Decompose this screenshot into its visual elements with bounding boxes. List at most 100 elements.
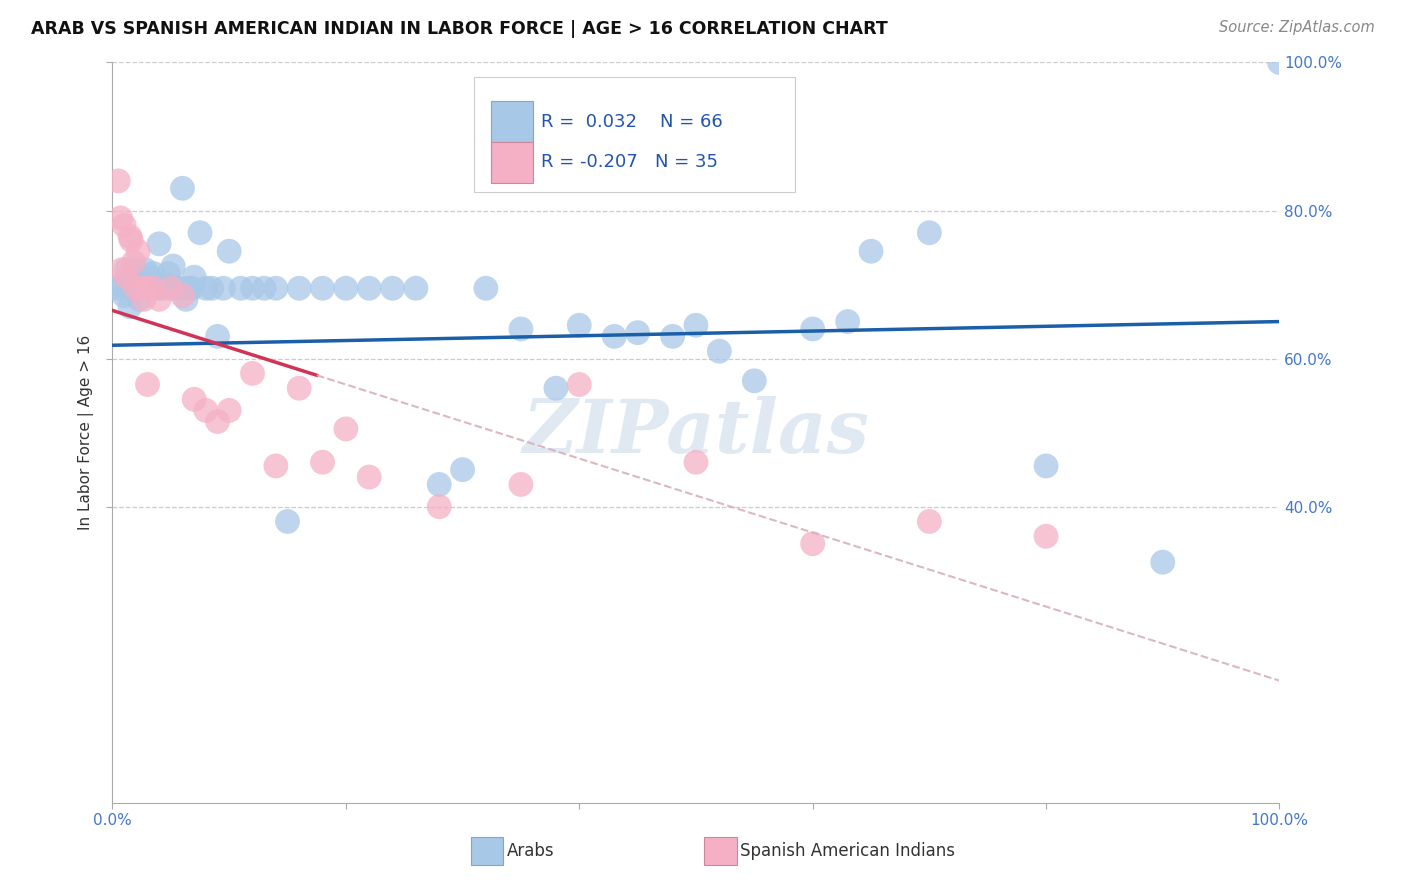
Point <box>603 329 626 343</box>
Point <box>860 244 883 259</box>
Point <box>264 281 287 295</box>
Point <box>661 329 683 343</box>
Point <box>111 262 134 277</box>
Point <box>188 226 211 240</box>
Point <box>172 288 194 302</box>
Point <box>801 322 824 336</box>
Point <box>111 277 134 292</box>
FancyBboxPatch shape <box>704 837 737 865</box>
Point <box>1268 55 1291 70</box>
Point <box>136 377 159 392</box>
Point <box>107 174 129 188</box>
Point <box>107 281 129 295</box>
Point <box>112 219 135 233</box>
Point <box>311 455 333 469</box>
Point <box>146 281 169 295</box>
Point <box>172 181 194 195</box>
Text: R = -0.207   N = 35: R = -0.207 N = 35 <box>541 153 717 171</box>
Point <box>118 300 141 314</box>
Point <box>139 270 162 285</box>
Point <box>276 515 298 529</box>
Point <box>475 281 498 295</box>
Point <box>162 259 184 273</box>
Point <box>160 281 183 295</box>
Point <box>311 281 333 295</box>
Point <box>218 403 240 417</box>
Point <box>837 314 859 328</box>
Point <box>118 229 141 244</box>
Point <box>110 211 132 225</box>
Point <box>115 270 138 285</box>
Point <box>335 422 357 436</box>
Point <box>918 515 941 529</box>
Point <box>335 281 357 295</box>
Point <box>509 477 531 491</box>
Point <box>183 392 205 407</box>
Point <box>148 236 170 251</box>
Point <box>568 377 591 392</box>
Point <box>918 226 941 240</box>
Point <box>264 458 287 473</box>
Point <box>253 281 276 295</box>
Point <box>568 318 591 333</box>
Point <box>381 281 404 295</box>
Point <box>122 270 145 285</box>
Point <box>142 281 165 295</box>
Point <box>427 477 450 491</box>
Point <box>132 270 155 285</box>
Point <box>169 281 191 295</box>
Point <box>207 329 229 343</box>
Point <box>1152 555 1174 569</box>
Text: Arabs: Arabs <box>508 842 554 860</box>
Point <box>405 281 427 295</box>
Point <box>120 233 142 247</box>
FancyBboxPatch shape <box>471 837 503 865</box>
Point <box>685 455 707 469</box>
Point <box>153 277 176 292</box>
Text: Source: ZipAtlas.com: Source: ZipAtlas.com <box>1219 20 1375 35</box>
Point <box>194 281 217 295</box>
Point <box>801 536 824 550</box>
FancyBboxPatch shape <box>491 101 533 143</box>
Point <box>180 281 202 295</box>
Point <box>166 281 188 295</box>
Point <box>242 281 264 295</box>
Point <box>212 281 235 295</box>
Point <box>127 281 149 295</box>
Point <box>744 374 766 388</box>
Point <box>229 281 252 295</box>
Text: Spanish American Indians: Spanish American Indians <box>741 842 955 860</box>
Text: ARAB VS SPANISH AMERICAN INDIAN IN LABOR FORCE | AGE > 16 CORRELATION CHART: ARAB VS SPANISH AMERICAN INDIAN IN LABOR… <box>31 20 887 37</box>
FancyBboxPatch shape <box>474 78 796 192</box>
Point <box>115 262 138 277</box>
Point <box>709 344 731 359</box>
Point <box>201 281 224 295</box>
Point <box>288 281 311 295</box>
Point <box>359 281 381 295</box>
Point <box>685 318 707 333</box>
Point <box>132 293 155 307</box>
Point <box>131 281 153 295</box>
Point <box>136 281 159 295</box>
Point <box>288 381 311 395</box>
FancyBboxPatch shape <box>491 142 533 183</box>
Point <box>127 244 149 259</box>
Text: R =  0.032    N = 66: R = 0.032 N = 66 <box>541 112 723 130</box>
Point <box>122 255 145 269</box>
Point <box>627 326 650 340</box>
Point <box>125 281 148 295</box>
Y-axis label: In Labor Force | Age > 16: In Labor Force | Age > 16 <box>77 335 94 530</box>
Point <box>451 462 474 476</box>
Point <box>128 293 150 307</box>
Text: ZIPatlas: ZIPatlas <box>523 396 869 469</box>
Point <box>1035 529 1057 543</box>
Point <box>136 281 159 295</box>
Point <box>183 270 205 285</box>
Point <box>194 403 217 417</box>
Point <box>160 281 183 295</box>
Point <box>125 262 148 277</box>
Point <box>174 293 197 307</box>
Point <box>120 281 142 295</box>
Point <box>1035 458 1057 473</box>
Point <box>242 367 264 381</box>
